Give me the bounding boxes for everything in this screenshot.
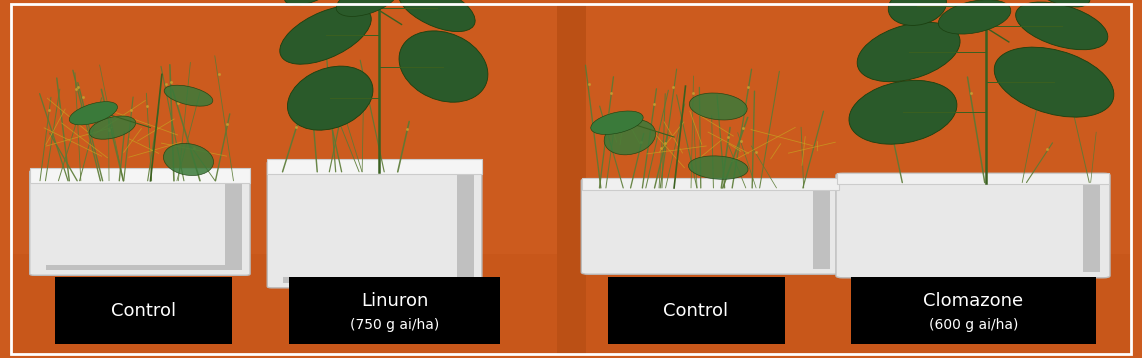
Point [747, 149, 765, 155]
Bar [289, 277, 500, 344]
Ellipse shape [858, 22, 960, 82]
Bar [837, 173, 1109, 184]
Point [218, 121, 236, 127]
Bar [608, 277, 785, 344]
Point [161, 79, 179, 85]
Point [652, 145, 670, 151]
Bar [851, 277, 1096, 344]
Point [185, 145, 203, 151]
Ellipse shape [284, 0, 344, 5]
Point [665, 84, 683, 90]
Ellipse shape [690, 93, 747, 120]
Bar [582, 178, 839, 190]
Point [962, 90, 980, 96]
Bar [457, 166, 474, 283]
Point [632, 139, 650, 145]
Point [287, 125, 305, 130]
Ellipse shape [399, 0, 475, 32]
Ellipse shape [939, 0, 1011, 34]
Ellipse shape [888, 0, 947, 25]
Text: Linuron: Linuron [361, 292, 428, 310]
Point [320, 71, 338, 77]
Ellipse shape [70, 102, 118, 125]
Ellipse shape [604, 119, 656, 155]
Point [209, 72, 227, 77]
Point [73, 95, 91, 100]
Bar [55, 277, 232, 344]
Ellipse shape [849, 80, 957, 144]
Point [733, 125, 751, 131]
Ellipse shape [163, 144, 214, 175]
Text: (600 g ai/ha): (600 g ai/ha) [928, 318, 1019, 332]
FancyBboxPatch shape [836, 173, 1110, 278]
Text: (750 g ai/ha): (750 g ai/ha) [349, 318, 440, 332]
Bar [46, 265, 234, 270]
Point [1057, 75, 1076, 81]
Bar [11, 254, 1131, 354]
Point [579, 81, 597, 87]
Point [97, 100, 115, 106]
Text: Control: Control [111, 301, 176, 320]
Ellipse shape [336, 0, 399, 16]
Point [88, 107, 106, 113]
Ellipse shape [164, 85, 212, 106]
Point [122, 107, 140, 112]
Point [656, 140, 674, 146]
Bar [267, 159, 482, 174]
Point [1038, 146, 1056, 152]
Ellipse shape [89, 116, 136, 139]
Point [332, 105, 351, 111]
Bar [283, 277, 466, 283]
Point [644, 101, 662, 107]
Point [732, 138, 750, 144]
Point [40, 107, 58, 113]
Ellipse shape [689, 156, 748, 179]
Ellipse shape [399, 31, 488, 102]
Point [335, 106, 353, 112]
FancyBboxPatch shape [30, 170, 250, 275]
Point [303, 100, 321, 106]
Point [719, 134, 738, 140]
Point [99, 127, 118, 133]
Ellipse shape [288, 66, 373, 130]
Ellipse shape [995, 47, 1113, 117]
Ellipse shape [1015, 2, 1108, 50]
Point [67, 86, 86, 92]
Point [169, 100, 187, 106]
Ellipse shape [280, 6, 371, 64]
Text: Control: Control [664, 301, 729, 320]
Point [602, 91, 620, 96]
Bar [30, 168, 250, 183]
Point [319, 103, 337, 109]
Point [397, 126, 416, 132]
Bar [557, 4, 586, 354]
FancyBboxPatch shape [581, 179, 841, 274]
Bar [1083, 179, 1100, 272]
Point [354, 91, 372, 97]
Ellipse shape [1032, 0, 1089, 7]
FancyBboxPatch shape [267, 161, 482, 288]
Bar [225, 175, 242, 270]
Point [604, 126, 622, 132]
Bar [813, 184, 830, 268]
Point [156, 81, 175, 86]
Point [70, 84, 88, 90]
Ellipse shape [590, 111, 643, 135]
Text: Clomazone: Clomazone [924, 292, 1023, 310]
Point [739, 84, 757, 90]
Point [878, 103, 896, 109]
Point [138, 103, 156, 109]
Point [684, 90, 702, 96]
